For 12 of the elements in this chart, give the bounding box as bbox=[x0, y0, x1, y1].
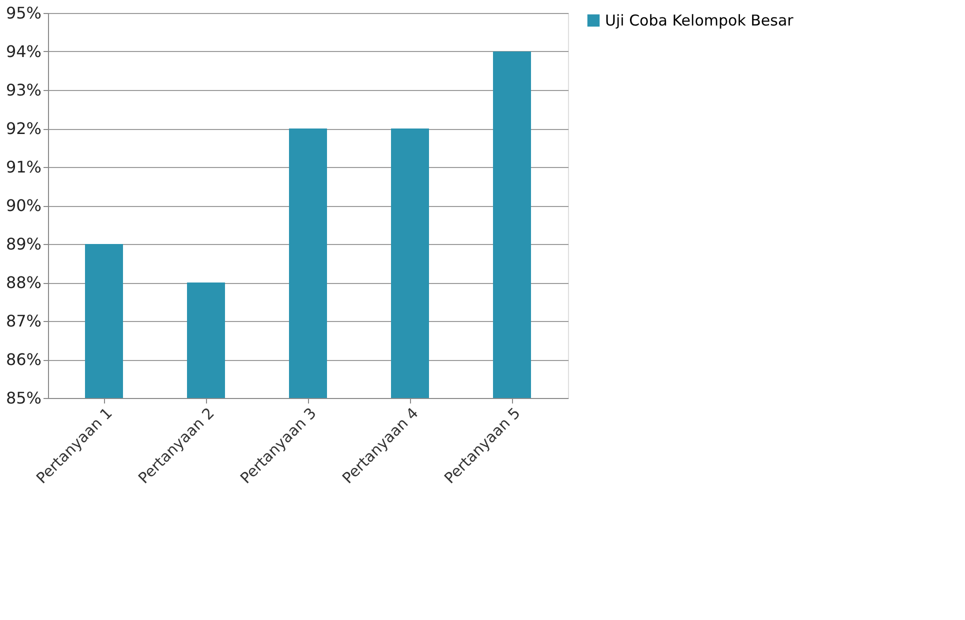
y-tick-label: 92% bbox=[6, 119, 42, 138]
y-tick-label: 91% bbox=[6, 158, 42, 176]
legend-label: Uji Coba Kelompok Besar bbox=[605, 12, 794, 30]
y-tick-label: 86% bbox=[6, 350, 42, 369]
y-tick-label: 85% bbox=[6, 388, 42, 408]
y-tick-label: 94% bbox=[6, 42, 42, 61]
y-tick-label: 88% bbox=[6, 273, 42, 292]
y-tick-label: 95% bbox=[6, 4, 42, 22]
y-tick-label: 87% bbox=[6, 312, 42, 330]
y-tick-label: 90% bbox=[6, 196, 42, 215]
y-tick-label: 93% bbox=[6, 80, 42, 100]
y-tick-label: 89% bbox=[6, 234, 42, 254]
